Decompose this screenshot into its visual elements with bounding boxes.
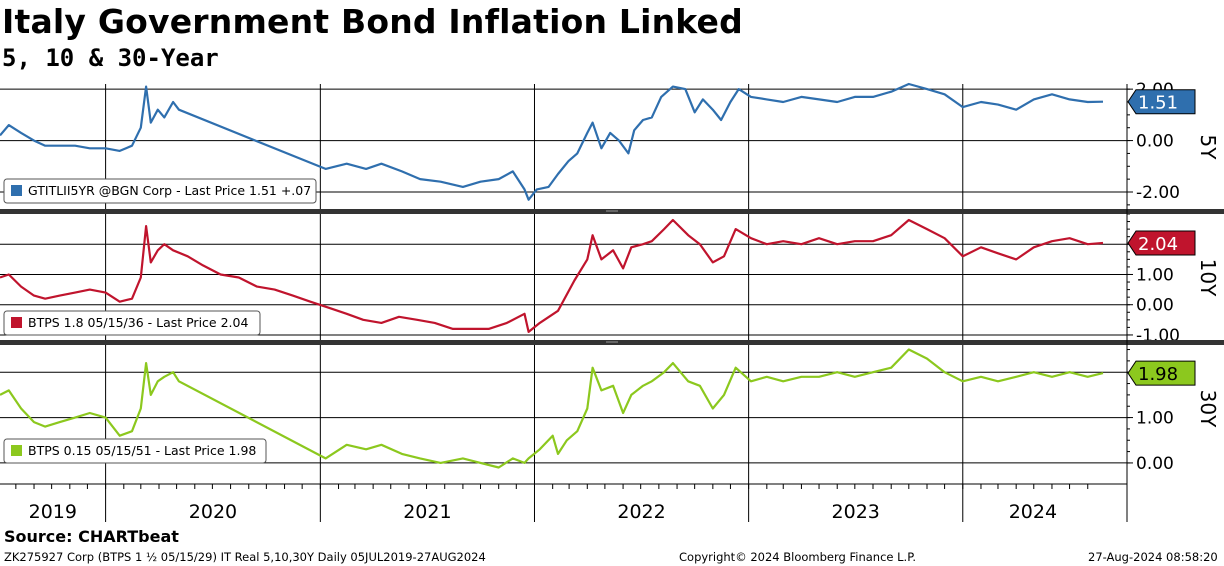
series-line-5y (0, 82, 1104, 201)
y-tick-label: 0.00 (1136, 454, 1174, 474)
legend-swatch (11, 317, 22, 328)
panel-label-10y: 10Y (1196, 259, 1220, 297)
x-tick-label-year: 2024 (1009, 501, 1057, 523)
y-tick-label: 1.00 (1136, 265, 1174, 285)
footer-timestamp: 27-Aug-2024 08:58:20 (1088, 550, 1218, 564)
legend: GTITLII5YR @BGN Corp - Last Price 1.51 +… (3, 178, 317, 204)
panel-30y: 1.00 0.00 1.98 30Y BTPS 0.15 05/15/51 - Last… (0, 348, 1220, 474)
last-price-box (1127, 89, 1196, 115)
x-tick-label-year: 2019 (29, 501, 77, 523)
last-price-value: 1.51 (1138, 93, 1178, 114)
legend: BTPS 0.15 05/15/51 - Last Price 1.98 (3, 438, 267, 464)
x-tick-label-year: 2022 (617, 501, 665, 523)
y-tick-label: 0.00 (1136, 132, 1174, 152)
series-line-10y (0, 218, 1104, 333)
y-tick-label: -2.00 (1136, 183, 1180, 203)
last-price-tag: 2.04 (1127, 230, 1196, 256)
last-price-tag: 1.98 (1127, 360, 1196, 386)
panel-label-5y: 5Y (1196, 135, 1220, 161)
last-price-tag: 1.51 (1127, 89, 1196, 115)
footer-security-info: ZK275927 Corp (BTPS 1 ½ 05/15/29) IT Rea… (4, 550, 486, 564)
legend: BTPS 1.8 05/15/36 - Last Price 2.04 (3, 310, 261, 336)
x-tick-label-year: 2023 (832, 501, 880, 523)
last-price-value: 2.04 (1138, 234, 1178, 255)
panel-label-30y: 30Y (1196, 390, 1220, 428)
legend-swatch (11, 445, 22, 456)
footer-copyright: Copyright© 2024 Bloomberg Finance L.P. (679, 550, 916, 564)
x-gridlines (105, 84, 964, 522)
last-price-box (1127, 230, 1196, 256)
last-price-box (1127, 360, 1196, 386)
chart-title: Italy Government Bond Inflation Linked (2, 2, 743, 41)
source-label: Source: CHARTbeat (4, 527, 179, 546)
y-tick-label: 0.00 (1136, 296, 1174, 316)
legend-swatch (11, 185, 22, 196)
legend-label: BTPS 0.15 05/15/51 - Last Price 1.98 (28, 443, 256, 458)
last-price-value: 1.98 (1138, 364, 1178, 385)
legend-label: GTITLII5YR @BGN Corp - Last Price 1.51 +… (28, 183, 311, 198)
legend-box (3, 178, 317, 204)
series-line-30y (0, 348, 1104, 469)
legend-label: BTPS 1.8 05/15/36 - Last Price 2.04 (28, 315, 248, 330)
x-tick-label-year: 2021 (403, 501, 451, 523)
y-tick-label: 1.00 (1136, 409, 1174, 429)
chart-subtitle: 5, 10 & 30-Year (2, 44, 219, 72)
x-tick-label-year: 2020 (189, 501, 237, 523)
legend-box (3, 310, 261, 336)
legend-box (3, 438, 267, 464)
